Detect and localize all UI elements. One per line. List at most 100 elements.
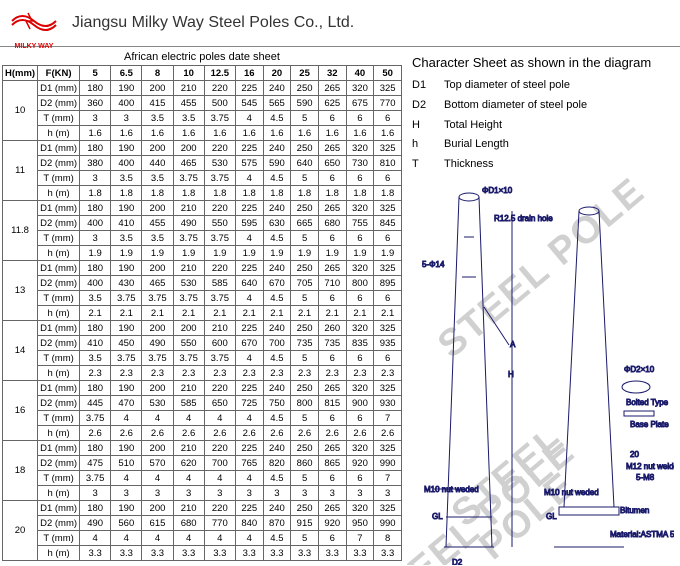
legend-key: D1: [412, 76, 444, 96]
diagram-svg: ΦD1×10 R12.5 drain hole 5-Φ14 A M10 nut …: [414, 177, 674, 565]
data-cell: 210: [173, 381, 204, 396]
data-cell: 400: [80, 276, 111, 291]
data-cell: 2.3: [173, 366, 204, 381]
data-cell: 3: [142, 486, 173, 501]
data-cell: 1.6: [263, 126, 291, 141]
data-cell: 2.3: [346, 366, 374, 381]
row-label: T (mm): [38, 351, 80, 366]
legend-item: HTotal Height: [412, 116, 672, 136]
page-header: MILKY WAY Jiangsu Milky Way Steel Poles …: [0, 0, 680, 47]
data-cell: 2.6: [318, 426, 346, 441]
data-cell: 2.3: [318, 366, 346, 381]
row-label: T (mm): [38, 411, 80, 426]
svg-text:ΦD1×10: ΦD1×10: [482, 186, 513, 195]
data-cell: 2.6: [235, 426, 263, 441]
data-cell: 2.1: [111, 306, 142, 321]
data-cell: 225: [235, 201, 263, 216]
data-cell: 225: [235, 141, 263, 156]
data-cell: 6: [346, 111, 374, 126]
data-cell: 500: [204, 96, 235, 111]
data-cell: 465: [173, 156, 204, 171]
data-cell: 265: [318, 441, 346, 456]
data-cell: 545: [235, 96, 263, 111]
data-cell: 325: [374, 261, 402, 276]
data-cell: 865: [318, 456, 346, 471]
data-cell: 920: [346, 456, 374, 471]
data-cell: 2.1: [173, 306, 204, 321]
data-cell: 6: [318, 171, 346, 186]
data-cell: 2.3: [111, 366, 142, 381]
height-cell: 20: [3, 501, 38, 561]
table-row: 18D1 (mm)1801902002102202252402502653203…: [3, 441, 402, 456]
data-cell: 4.5: [263, 231, 291, 246]
data-cell: 200: [142, 261, 173, 276]
table-header: 12.5: [204, 66, 235, 81]
data-cell: 220: [204, 141, 235, 156]
data-cell: 240: [263, 141, 291, 156]
data-cell: 240: [263, 261, 291, 276]
data-cell: 1.8: [346, 186, 374, 201]
data-cell: 860: [291, 456, 319, 471]
data-cell: 210: [173, 261, 204, 276]
data-cell: 320: [346, 441, 374, 456]
data-cell: 705: [291, 276, 319, 291]
table-row: h (m)1.91.91.91.91.91.91.91.91.91.91.9: [3, 246, 402, 261]
data-cell: 6: [318, 531, 346, 546]
data-cell: 3: [111, 486, 142, 501]
data-cell: 220: [204, 201, 235, 216]
legend-item: TThickness: [412, 155, 672, 175]
data-cell: 1.9: [142, 246, 173, 261]
data-cell: 3.75: [173, 291, 204, 306]
data-cell: 735: [291, 336, 319, 351]
row-label: h (m): [38, 546, 80, 561]
data-cell: 200: [173, 141, 204, 156]
svg-text:D2: D2: [452, 558, 463, 565]
legend-item: D2Bottom diameter of steel pole: [412, 96, 672, 116]
data-cell: 200: [142, 201, 173, 216]
data-cell: 3.3: [235, 546, 263, 561]
data-cell: 200: [142, 381, 173, 396]
data-cell: 240: [263, 381, 291, 396]
data-cell: 675: [346, 96, 374, 111]
data-cell: 3: [80, 171, 111, 186]
data-cell: 3: [235, 486, 263, 501]
height-cell: 11.8: [3, 201, 38, 261]
data-cell: 600: [204, 336, 235, 351]
data-cell: 6: [318, 471, 346, 486]
table-header: F(KN): [38, 66, 80, 81]
data-cell: 990: [374, 456, 402, 471]
svg-text:Base Plate: Base Plate: [630, 420, 669, 429]
data-cell: 3.5: [111, 231, 142, 246]
data-cell: 3.5: [80, 351, 111, 366]
data-cell: 190: [111, 441, 142, 456]
row-label: T (mm): [38, 471, 80, 486]
data-cell: 5: [291, 111, 319, 126]
data-cell: 200: [142, 501, 173, 516]
data-cell: 4.5: [263, 531, 291, 546]
legend-key: H: [412, 116, 444, 136]
data-cell: 250: [291, 441, 319, 456]
data-cell: 1.8: [142, 186, 173, 201]
data-cell: 3.3: [374, 546, 402, 561]
data-cell: 190: [111, 141, 142, 156]
data-cell: 915: [291, 516, 319, 531]
data-cell: 325: [374, 321, 402, 336]
company-name: Jiangsu Milky Way Steel Poles Co., Ltd.: [72, 14, 354, 32]
data-cell: 1.9: [291, 246, 319, 261]
data-cell: 4: [235, 471, 263, 486]
data-cell: 770: [374, 96, 402, 111]
data-cell: 4: [142, 471, 173, 486]
data-cell: 670: [263, 276, 291, 291]
data-cell: 210: [173, 81, 204, 96]
data-cell: 1.6: [235, 126, 263, 141]
table-row: T (mm)33.53.53.753.7544.55666: [3, 231, 402, 246]
data-cell: 950: [346, 516, 374, 531]
data-cell: 7: [374, 411, 402, 426]
data-cell: 190: [111, 321, 142, 336]
table-row: D2 (mm)475510570620700765820860865920990: [3, 456, 402, 471]
table-header: 20: [263, 66, 291, 81]
data-cell: 990: [374, 516, 402, 531]
data-cell: 665: [291, 216, 319, 231]
data-cell: 1.6: [111, 126, 142, 141]
data-cell: 400: [111, 96, 142, 111]
